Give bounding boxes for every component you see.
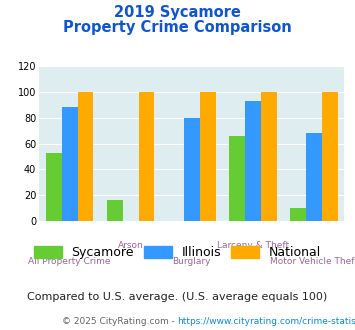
Bar <box>261 92 277 221</box>
Bar <box>184 118 200 221</box>
Bar <box>62 107 77 221</box>
Text: https://www.cityrating.com/crime-statistics/: https://www.cityrating.com/crime-statist… <box>178 317 355 326</box>
Bar <box>306 133 322 221</box>
Text: Larceny & Theft: Larceny & Theft <box>217 241 289 249</box>
Text: Compared to U.S. average. (U.S. average equals 100): Compared to U.S. average. (U.S. average … <box>27 292 328 302</box>
Bar <box>138 92 154 221</box>
Bar <box>200 92 215 221</box>
Bar <box>322 92 338 221</box>
Text: Arson: Arson <box>118 241 143 249</box>
Bar <box>46 152 62 221</box>
Legend: Sycamore, Illinois, National: Sycamore, Illinois, National <box>34 246 321 259</box>
Bar <box>107 200 123 221</box>
Bar <box>245 101 261 221</box>
Text: Motor Vehicle Theft: Motor Vehicle Theft <box>270 257 355 266</box>
Text: Burglary: Burglary <box>173 257 211 266</box>
Text: 2019 Sycamore: 2019 Sycamore <box>114 5 241 20</box>
Text: © 2025 CityRating.com -: © 2025 CityRating.com - <box>62 317 178 326</box>
Text: Property Crime Comparison: Property Crime Comparison <box>63 20 292 35</box>
Bar <box>77 92 93 221</box>
Text: All Property Crime: All Property Crime <box>28 257 111 266</box>
Bar <box>290 208 306 221</box>
Bar <box>229 136 245 221</box>
